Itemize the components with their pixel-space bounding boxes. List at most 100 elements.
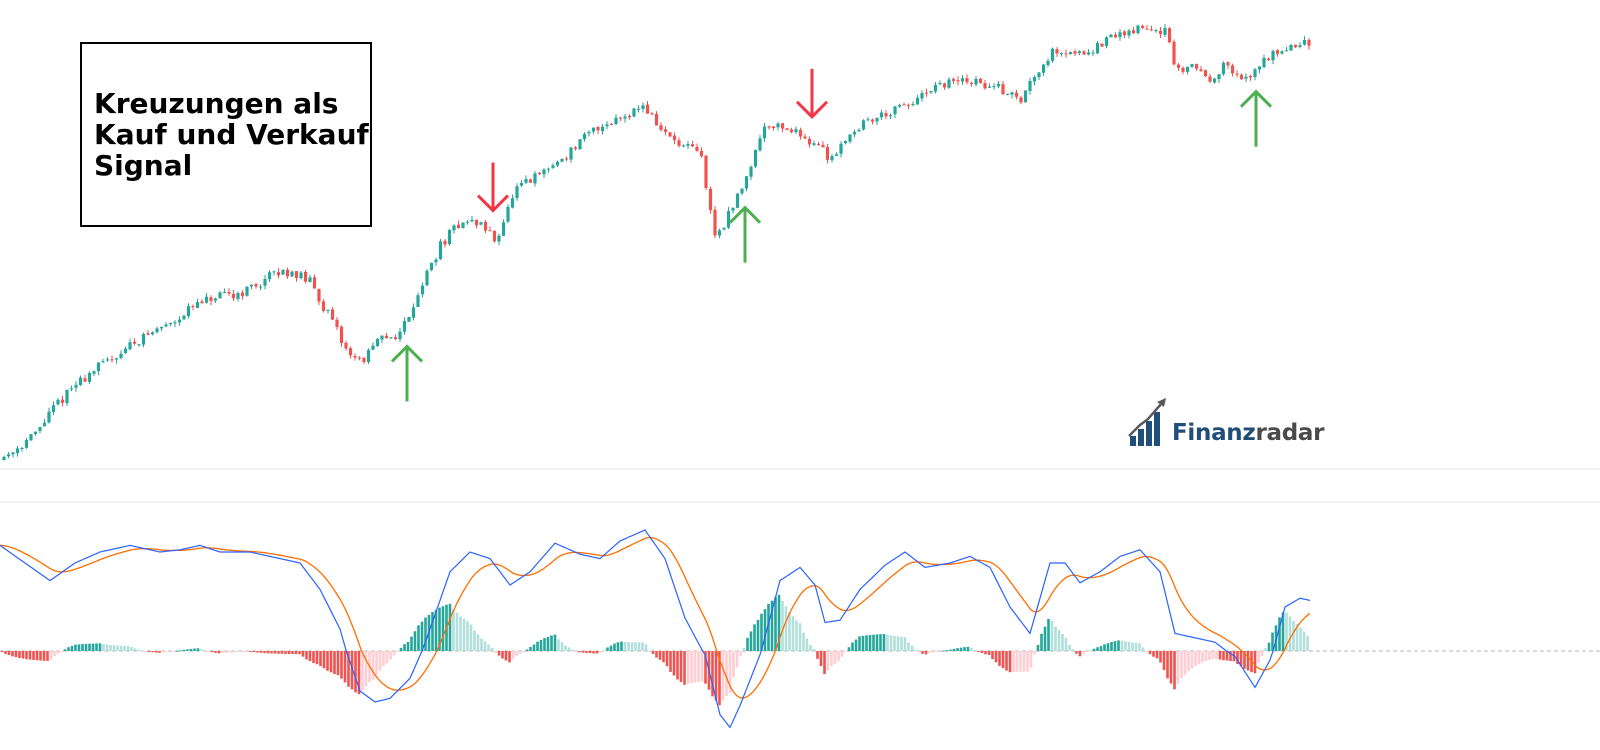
candle	[1055, 46, 1059, 57]
histogram-bar	[690, 651, 693, 684]
candle	[969, 81, 974, 87]
histogram-bar	[1015, 651, 1019, 672]
candle	[245, 286, 249, 297]
histogram-bar	[840, 651, 844, 657]
histogram-bar	[1222, 651, 1225, 661]
histogram-bar	[1201, 651, 1204, 663]
histogram-bar	[511, 651, 515, 660]
histogram-bar	[595, 651, 599, 654]
histogram-bar	[872, 634, 875, 651]
candle	[816, 141, 821, 146]
candle	[1226, 61, 1230, 69]
candle	[623, 113, 627, 123]
histogram-bar	[546, 636, 550, 651]
candle	[978, 77, 983, 84]
histogram-bar	[147, 651, 151, 652]
candle	[650, 111, 654, 115]
histogram-bar	[914, 649, 917, 651]
histogram-bar	[952, 648, 956, 651]
candle	[321, 299, 326, 313]
histogram-bar	[1106, 643, 1110, 651]
candle	[1001, 81, 1005, 95]
candle	[123, 346, 128, 355]
candle	[1275, 49, 1280, 57]
histogram-bar	[406, 641, 410, 651]
candle	[128, 338, 132, 351]
macd-line	[0, 529, 1311, 729]
histogram-bar	[1022, 651, 1026, 672]
histogram-bar	[1001, 651, 1005, 669]
candle	[834, 152, 839, 157]
histogram-bar	[1064, 637, 1068, 651]
candle	[983, 79, 987, 90]
histogram-bar	[476, 634, 480, 651]
histogram-bar	[634, 642, 637, 651]
histogram-bar	[84, 643, 88, 651]
candle	[911, 101, 915, 107]
histogram-bar	[578, 651, 581, 653]
candle	[479, 221, 483, 226]
histogram-bar	[399, 647, 403, 651]
candle	[1037, 71, 1041, 80]
histogram-bar	[329, 651, 333, 673]
candle	[465, 220, 470, 225]
histogram-bar	[903, 637, 907, 651]
histogram-bar	[536, 641, 539, 651]
candle	[267, 270, 272, 282]
histogram-bar	[683, 651, 686, 685]
histogram-bar	[865, 635, 868, 651]
histogram-bar	[424, 617, 427, 651]
histogram-bar	[907, 642, 910, 651]
candle	[695, 143, 699, 152]
candle	[690, 140, 695, 148]
candle	[461, 222, 465, 229]
price-candles	[2, 24, 1311, 461]
candle	[618, 116, 623, 122]
histogram-bar	[665, 651, 669, 667]
histogram-bar	[571, 649, 574, 651]
histogram-bar	[105, 644, 109, 651]
candle	[992, 83, 996, 90]
candle	[1041, 64, 1046, 76]
histogram-bar	[749, 631, 753, 651]
histogram-bar	[1082, 651, 1085, 654]
histogram-bar	[896, 636, 900, 651]
candle	[780, 123, 785, 133]
histogram-bar	[602, 650, 606, 652]
histogram-bar	[214, 651, 217, 653]
histogram-bar	[1180, 651, 1183, 679]
histogram-bar	[203, 650, 207, 652]
histogram-bar	[616, 642, 620, 651]
candle	[447, 228, 452, 246]
histogram-bar	[753, 624, 756, 651]
histogram-bar	[1075, 651, 1078, 654]
histogram-bar	[1225, 651, 1229, 661]
histogram-bar	[305, 651, 308, 660]
histogram-bar	[851, 642, 854, 651]
histogram-bar	[1306, 636, 1309, 651]
histogram-bar	[704, 651, 707, 684]
histogram-bar	[469, 624, 473, 651]
histogram-bar	[175, 650, 179, 652]
candle	[821, 141, 825, 148]
histogram-bar	[893, 635, 896, 651]
candle	[794, 126, 798, 135]
histogram-bar	[35, 651, 39, 661]
candle	[789, 127, 794, 134]
histogram-bar	[1302, 631, 1306, 651]
candle	[1289, 44, 1293, 51]
histogram-bar	[1054, 626, 1057, 651]
candle	[1073, 49, 1077, 56]
histogram-bar	[448, 603, 452, 651]
candle	[420, 282, 425, 298]
histogram-bar	[1008, 651, 1012, 673]
candle	[870, 118, 875, 125]
candle	[20, 447, 24, 452]
histogram-bar	[4, 651, 7, 654]
candle	[753, 149, 758, 169]
candle	[285, 267, 290, 279]
buy-signal-arrow-icon	[728, 205, 762, 263]
candle	[1140, 24, 1145, 30]
histogram-bar	[529, 646, 532, 651]
histogram-bar	[655, 651, 658, 658]
